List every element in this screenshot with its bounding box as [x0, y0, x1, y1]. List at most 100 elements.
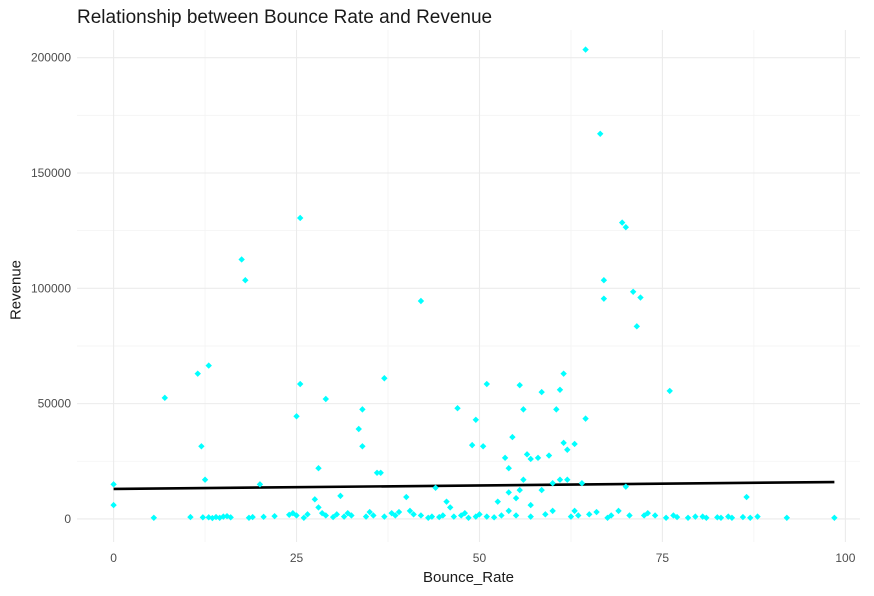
data-point	[472, 416, 480, 423]
data-point	[322, 512, 330, 519]
data-point	[271, 512, 278, 520]
data-point	[512, 494, 520, 502]
data-point	[538, 486, 545, 494]
data-point	[501, 454, 509, 462]
y-tick-label: 50000	[38, 397, 72, 411]
data-point	[340, 513, 348, 520]
data-point	[110, 481, 117, 488]
data-point	[604, 514, 611, 521]
data-point	[337, 492, 344, 500]
data-point	[150, 514, 158, 521]
data-point	[527, 501, 534, 509]
data-point	[549, 479, 556, 487]
data-point	[388, 509, 395, 517]
data-point	[373, 469, 381, 477]
data-point	[783, 514, 791, 521]
data-point	[754, 513, 761, 520]
data-point	[428, 513, 436, 520]
x-axis-label: Bounce_Rate	[423, 569, 514, 586]
data-point	[461, 509, 469, 517]
trend-line	[113, 480, 835, 491]
data-point	[201, 476, 209, 483]
y-axis-label: Revenue	[7, 259, 25, 321]
data-point	[249, 513, 256, 521]
data-point	[571, 440, 578, 448]
x-tick-label: 50	[473, 551, 487, 565]
y-tick-label: 0	[64, 512, 71, 526]
data-points	[110, 46, 838, 522]
data-point	[483, 380, 490, 388]
data-point	[673, 513, 681, 521]
data-point	[538, 388, 545, 396]
data-point	[564, 446, 571, 453]
data-point	[520, 476, 527, 483]
data-point	[304, 511, 311, 518]
data-point	[534, 454, 542, 462]
data-point	[553, 406, 560, 413]
data-point	[403, 493, 410, 501]
data-point	[728, 514, 736, 521]
x-tick-label: 25	[290, 551, 304, 565]
x-tick-label: 100	[835, 551, 855, 565]
data-point	[161, 394, 169, 402]
data-point	[633, 323, 641, 330]
data-point	[564, 476, 571, 483]
data-point	[578, 479, 586, 487]
data-point	[549, 507, 556, 515]
grid-lines	[77, 30, 860, 542]
data-point	[311, 496, 319, 503]
y-tick-label: 150000	[31, 166, 71, 180]
data-point	[509, 433, 516, 441]
data-point	[542, 511, 549, 518]
data-point	[476, 511, 483, 518]
data-point	[644, 509, 651, 517]
data-point	[355, 425, 362, 433]
data-point	[187, 513, 194, 521]
data-point	[684, 514, 692, 521]
data-point	[468, 441, 476, 449]
data-point	[417, 297, 425, 305]
y-tick-label: 200000	[31, 51, 71, 65]
data-point	[260, 513, 267, 521]
data-point	[443, 498, 450, 505]
data-point	[381, 513, 388, 520]
data-point	[212, 513, 220, 521]
data-point	[556, 476, 564, 483]
data-point	[739, 513, 747, 521]
data-point	[322, 395, 330, 403]
data-point	[381, 375, 388, 382]
data-point	[344, 509, 351, 517]
data-point	[432, 484, 439, 492]
data-point	[315, 464, 322, 472]
data-point	[692, 513, 699, 520]
chart-title: Relationship between Bounce Rate and Rev…	[77, 7, 493, 28]
data-point	[717, 514, 725, 521]
data-point	[300, 514, 308, 521]
data-point	[329, 513, 337, 521]
data-point	[370, 512, 377, 519]
data-point	[359, 443, 366, 450]
data-point	[450, 513, 458, 520]
data-point	[362, 513, 370, 520]
data-point	[516, 381, 523, 389]
data-point	[494, 498, 501, 505]
data-point	[392, 512, 399, 519]
data-point	[662, 514, 670, 521]
data-point	[410, 511, 417, 518]
data-point	[560, 370, 567, 377]
data-point	[516, 486, 523, 494]
data-point	[622, 223, 630, 231]
data-point	[454, 405, 461, 412]
data-point	[505, 489, 512, 496]
data-point	[377, 469, 384, 477]
data-point	[417, 512, 425, 519]
data-point	[567, 513, 575, 520]
data-point	[436, 513, 443, 521]
data-point	[743, 493, 750, 501]
data-point	[560, 439, 567, 447]
data-point	[505, 464, 512, 472]
data-point	[256, 481, 264, 488]
data-point	[242, 277, 249, 284]
data-point	[582, 415, 589, 422]
